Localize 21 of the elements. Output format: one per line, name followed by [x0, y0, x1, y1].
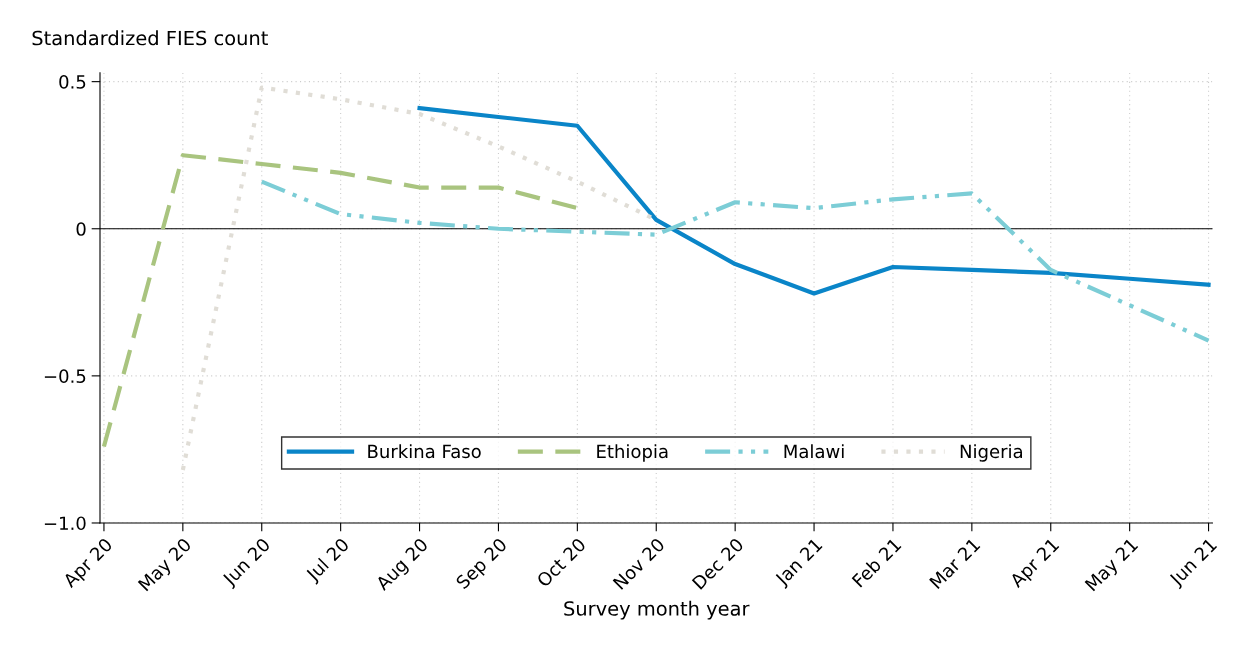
- y-axis-title: Standardized FIES count: [32, 30, 268, 46]
- x-tick-label: Mar 21: [928, 537, 981, 590]
- x-axis-title: Survey month year: [564, 600, 750, 620]
- y-tick-label: 0.5: [59, 75, 86, 89]
- legend-label: Ethiopia: [597, 444, 668, 462]
- x-tick-label: Apr 21: [1008, 537, 1062, 591]
- x-tick-label: Dec 20: [691, 537, 745, 590]
- legend-label: Malawi: [784, 444, 844, 459]
- x-tick-label: Apr 20: [61, 537, 116, 591]
- x-tick-label: Jan 21: [773, 537, 826, 590]
- y-tick-label: 0: [76, 222, 86, 236]
- x-tick-label: Feb 21: [851, 537, 902, 588]
- y-tick-label: −1.0: [44, 516, 86, 531]
- x-tick-label: Jun 21: [1167, 537, 1220, 590]
- x-tick-label: Sep 20: [455, 537, 510, 593]
- x-tick-label: Oct 20: [535, 537, 587, 588]
- x-tick-label: Jul 20: [304, 537, 353, 585]
- y-tick-label: −0.5: [44, 369, 86, 383]
- x-tick-label: Jun 20: [221, 537, 274, 590]
- legend-label: Nigeria: [960, 444, 1022, 462]
- legend-label: Burkina Faso: [368, 444, 481, 459]
